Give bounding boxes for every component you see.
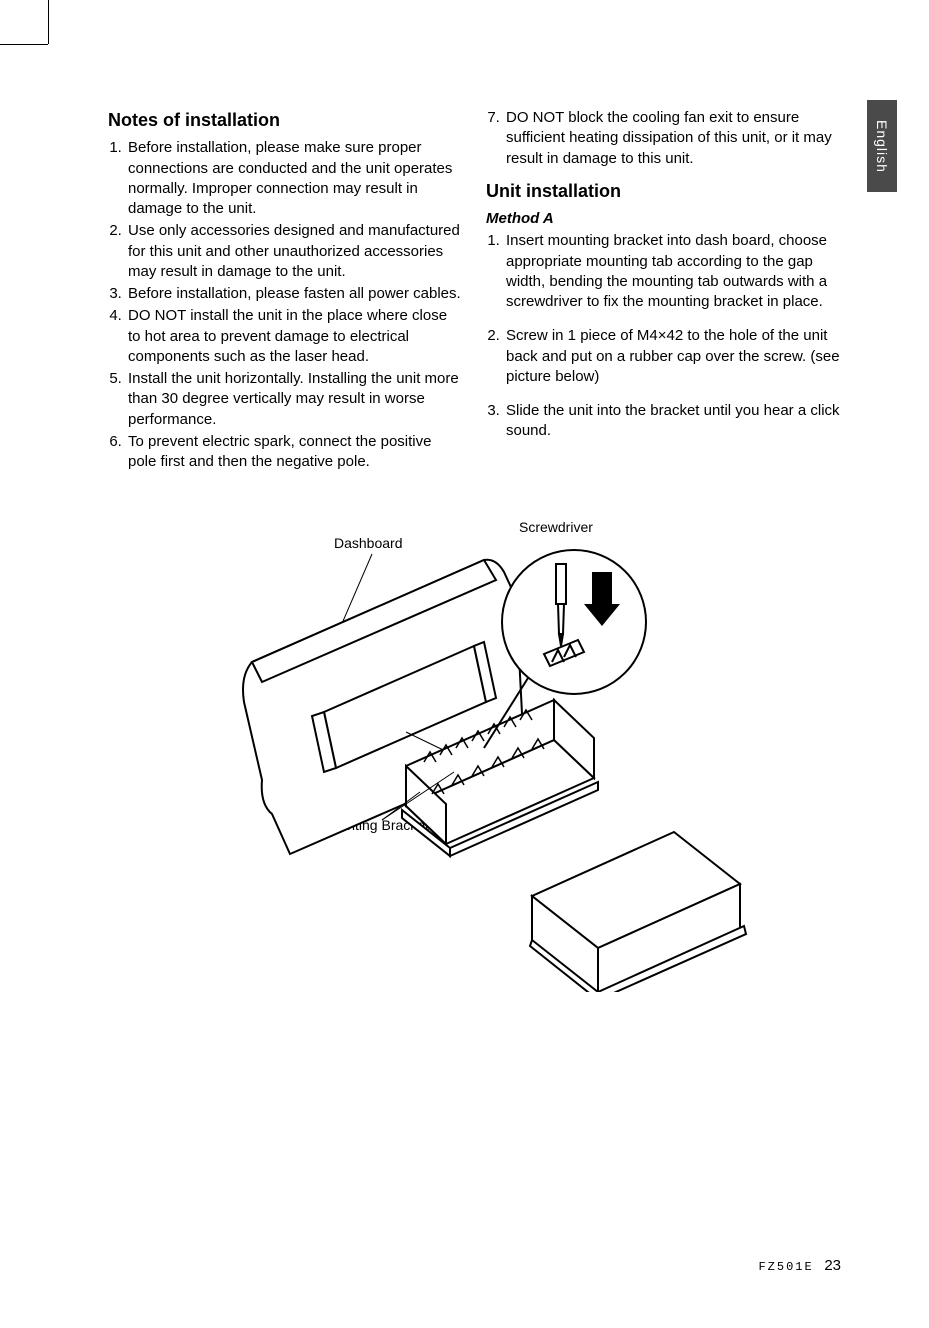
list-item: DO NOT install the unit in the place whe… bbox=[126, 306, 462, 367]
list-item: Before installation, please fasten all p… bbox=[126, 284, 462, 304]
page-footer: FZ501E 23 bbox=[758, 1257, 841, 1274]
unit-shape bbox=[530, 832, 746, 992]
list-item: Install the unit horizontally. Installin… bbox=[126, 369, 462, 430]
notes-list-continued: DO NOT block the cooling fan exit to ens… bbox=[486, 108, 840, 169]
method-subheading: Method A bbox=[486, 209, 840, 229]
notes-heading: Notes of installation bbox=[108, 108, 462, 132]
list-item: Screw in 1 piece of M4×42 to the hole of… bbox=[504, 326, 840, 387]
diagram-svg: Dashboard Screwdriver Mounting Bracket bbox=[174, 512, 774, 992]
list-item: To prevent electric spark, connect the p… bbox=[126, 432, 462, 473]
list-item: Slide the unit into the bracket until yo… bbox=[504, 401, 840, 442]
language-tab: English bbox=[867, 100, 897, 192]
installation-diagram: Dashboard Screwdriver Mounting Bracket bbox=[108, 512, 840, 992]
left-column: Notes of installation Before installatio… bbox=[108, 108, 462, 482]
footer-model: FZ501E bbox=[758, 1260, 813, 1274]
right-column: DO NOT block the cooling fan exit to ens… bbox=[486, 108, 840, 482]
diagram-label-dashboard: Dashboard bbox=[334, 535, 403, 551]
list-item: DO NOT block the cooling fan exit to ens… bbox=[504, 108, 840, 169]
two-column-layout: Notes of installation Before installatio… bbox=[108, 108, 840, 482]
footer-page-number: 23 bbox=[824, 1257, 841, 1274]
method-list: Insert mounting bracket into dash board,… bbox=[486, 231, 840, 441]
list-item: Use only accessories designed and manufa… bbox=[126, 221, 462, 282]
page-content: Notes of installation Before installatio… bbox=[108, 108, 840, 992]
notes-list: Before installation, please make sure pr… bbox=[108, 138, 462, 472]
unit-installation-heading: Unit installation bbox=[486, 179, 840, 203]
list-item: Insert mounting bracket into dash board,… bbox=[504, 231, 840, 312]
list-item: Before installation, please make sure pr… bbox=[126, 138, 462, 219]
diagram-label-screwdriver: Screwdriver bbox=[519, 519, 593, 535]
